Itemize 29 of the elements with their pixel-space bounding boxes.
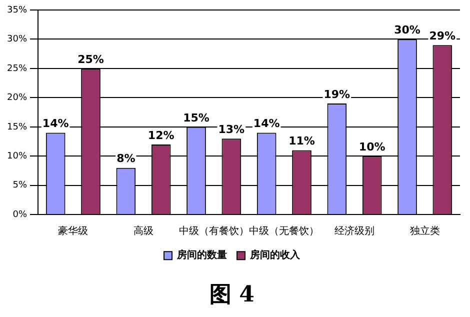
- y-tick-label: 30%: [6, 34, 28, 45]
- x-tick-label: 经济级别: [334, 225, 374, 238]
- data-label: 15%: [183, 111, 210, 124]
- x-tick-label: 高级: [134, 225, 154, 238]
- data-label: 25%: [78, 52, 104, 66]
- data-label: 30%: [394, 24, 420, 37]
- y-tick-label: 25%: [6, 64, 28, 74]
- data-label: 14%: [253, 117, 280, 130]
- data-label: 13%: [218, 122, 245, 136]
- data-label: 12%: [148, 128, 174, 142]
- y-tick-label: 20%: [6, 93, 28, 104]
- y-tick-label: 5%: [12, 180, 28, 191]
- x-tick-label: 中级（有餐饮）: [178, 225, 249, 238]
- y-tick-label: 15%: [6, 122, 28, 132]
- y-tick-label: 0%: [12, 210, 28, 220]
- legend-label: 房间的数量: [176, 249, 227, 262]
- data-label: 10%: [358, 140, 386, 154]
- x-tick-label: 豪华级: [58, 225, 88, 238]
- legend-label: 房间的收入: [249, 249, 301, 262]
- y-tick-label: 35%: [6, 5, 28, 16]
- text: 图 4: [210, 282, 254, 308]
- x-tick-label: 中级（无餐饮）: [249, 225, 320, 238]
- data-label: 29%: [429, 29, 456, 42]
- data-label: 8%: [116, 152, 136, 166]
- data-label: 11%: [288, 134, 315, 148]
- x-tick-label: 独立类: [410, 225, 440, 238]
- y-tick-label: 10%: [6, 151, 28, 162]
- data-label: 19%: [324, 88, 350, 101]
- data-label: 14%: [42, 117, 69, 130]
